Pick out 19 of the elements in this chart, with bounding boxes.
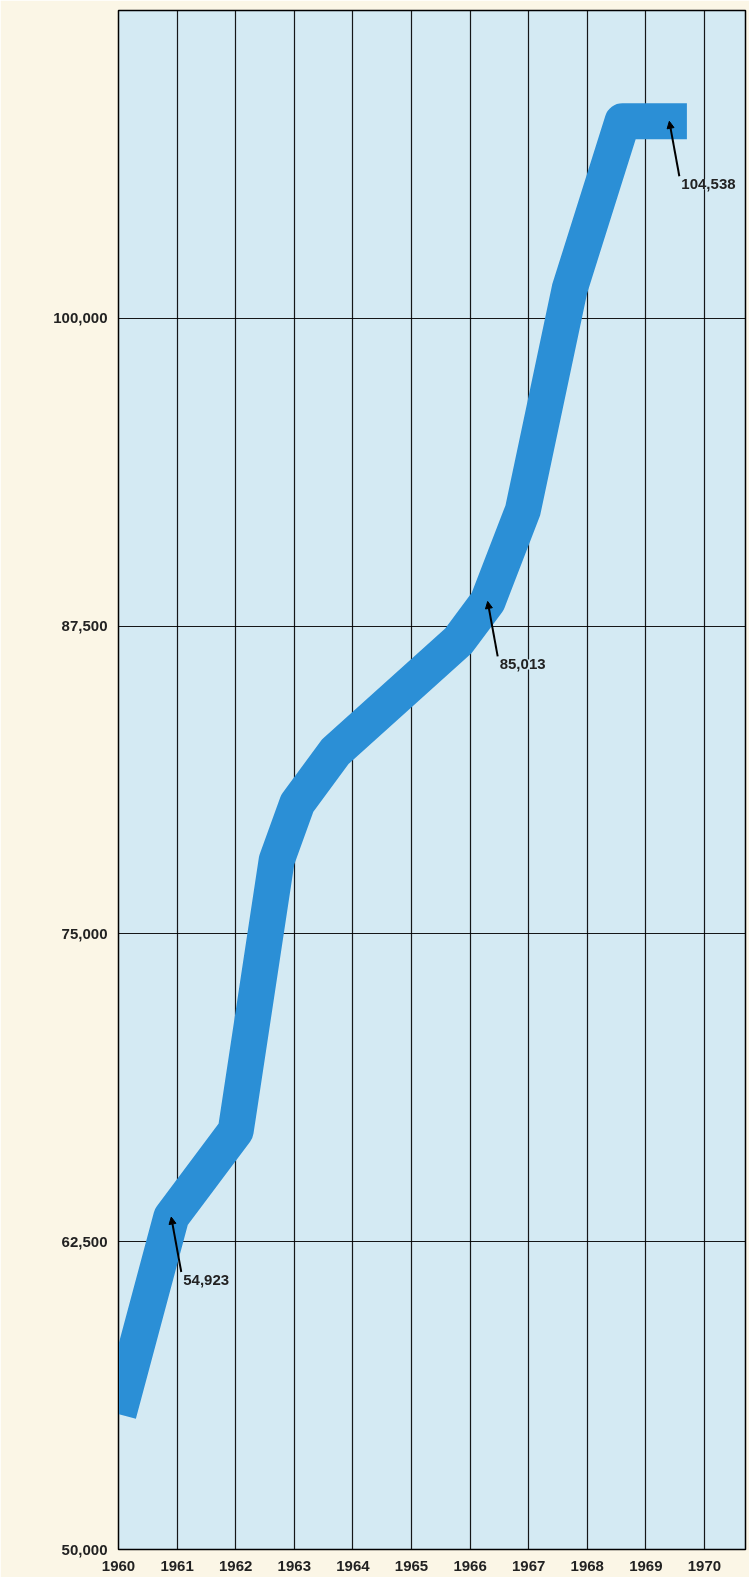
y-tick-label: 75,000 (61, 924, 108, 942)
annotation: 104,538 (681, 175, 736, 193)
annotation: 54,923 (183, 1271, 230, 1289)
x-tick-label: 1962 (219, 1556, 253, 1574)
x-tick-label: 1967 (512, 1556, 546, 1574)
y-tick-label: 50,000 (61, 1540, 108, 1558)
y-tick-label: 87,500 (61, 617, 108, 635)
x-tick-label: 1963 (277, 1556, 311, 1574)
x-tick-label: 1970 (687, 1556, 722, 1574)
x-tick-label: 1965 (394, 1556, 429, 1574)
y-tick-label: 62,500 (61, 1232, 108, 1250)
x-tick-label: 1961 (160, 1556, 194, 1574)
x-tick-label: 1969 (629, 1556, 663, 1574)
annotation: 85,013 (499, 655, 546, 673)
x-tick-label: 1966 (453, 1556, 487, 1574)
x-tick-label: 1960 (101, 1556, 136, 1574)
y-tick-label: 100,000 (53, 309, 108, 327)
x-tick-label: 1964 (336, 1556, 371, 1574)
x-tick-label: 1968 (570, 1556, 604, 1574)
